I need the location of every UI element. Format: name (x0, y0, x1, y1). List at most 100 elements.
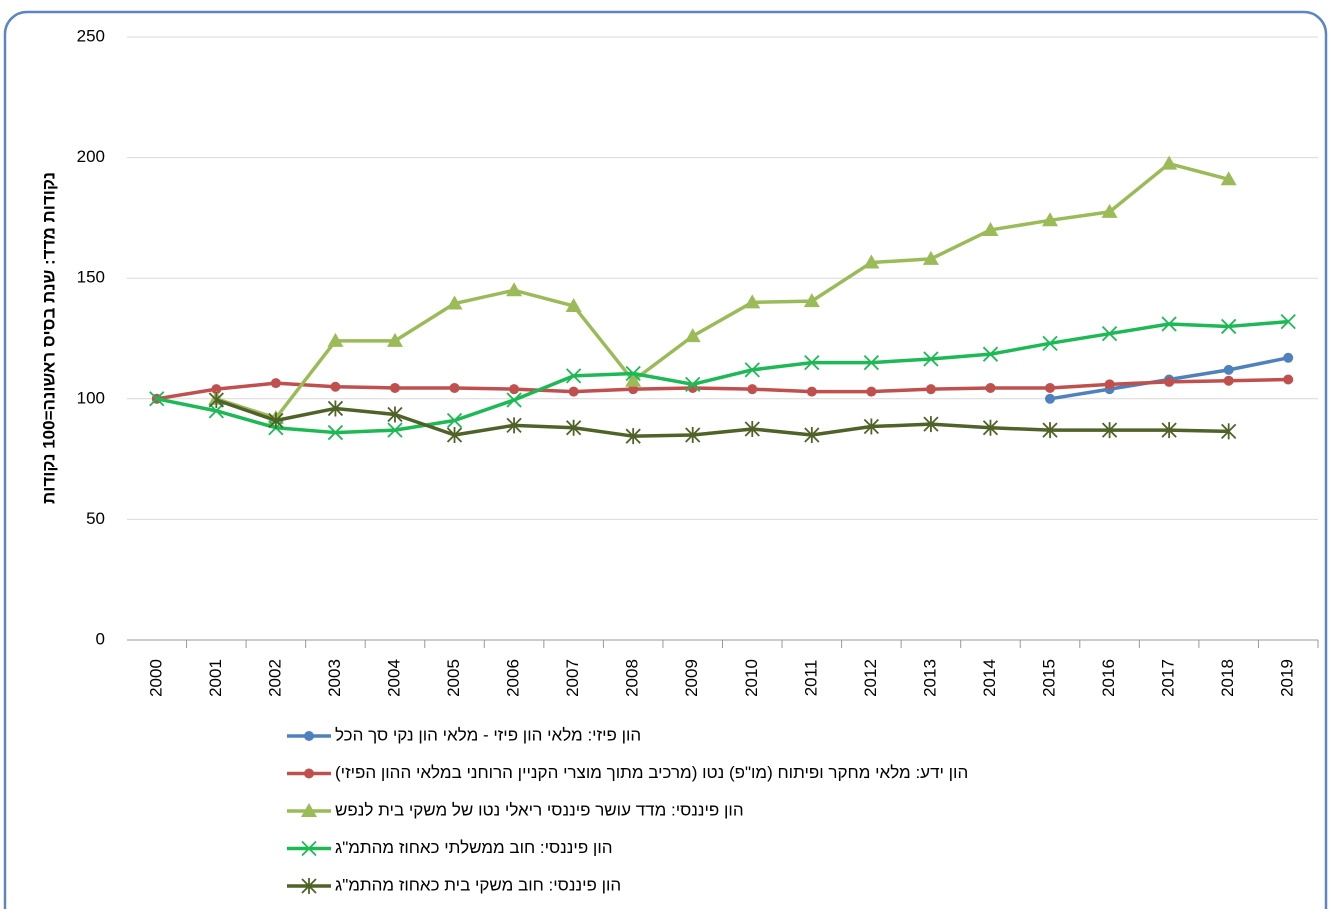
marker-circle (449, 382, 460, 393)
marker-circle (1164, 376, 1175, 387)
marker (1161, 422, 1177, 439)
x-tick-label: 2011 (801, 660, 820, 697)
marker (1042, 335, 1058, 351)
y-axis-label: נקודות מדד: שנת בסיס ראשונה=100 נקודות (39, 172, 58, 504)
marker (327, 424, 344, 441)
x-tick-label: 2002 (265, 659, 284, 697)
marker (744, 420, 760, 437)
marker (565, 297, 582, 312)
marker (625, 372, 642, 387)
marker (804, 354, 820, 371)
marker (684, 328, 701, 343)
marker (304, 768, 314, 779)
marker-x (1221, 423, 1237, 440)
marker (304, 731, 314, 741)
marker (982, 419, 999, 436)
marker-circle (389, 382, 400, 393)
marker-x (1161, 316, 1177, 332)
marker (1164, 376, 1175, 387)
marker (1221, 318, 1237, 335)
marker (685, 376, 701, 392)
marker-circle (1045, 393, 1056, 404)
marker-x (1042, 335, 1058, 351)
marker-triangle (1101, 203, 1118, 218)
x-tick-label: 2000 (146, 659, 165, 697)
marker (923, 351, 939, 367)
marker-x (268, 412, 284, 429)
marker-x (1161, 422, 1177, 439)
marker (806, 386, 817, 397)
marker-circle (568, 386, 579, 397)
marker-x (565, 419, 582, 436)
marker (506, 282, 523, 297)
marker-triangle (386, 332, 403, 347)
marker (301, 878, 317, 894)
marker-circle (304, 768, 314, 779)
marker (506, 417, 522, 434)
marker (1283, 352, 1294, 363)
marker-x (744, 362, 760, 378)
marker-x (301, 878, 317, 894)
marker-x (446, 426, 463, 443)
marker (268, 412, 284, 429)
marker (982, 346, 999, 362)
marker (446, 426, 463, 443)
marker (747, 384, 758, 395)
series-line (156, 377, 1289, 401)
marker-circle (270, 378, 281, 389)
marker-circle (330, 381, 341, 392)
series-line (215, 161, 1230, 420)
marker (211, 384, 222, 395)
marker-x (625, 428, 641, 445)
marker-x (506, 417, 522, 434)
marker-circle (1223, 364, 1234, 375)
marker (389, 382, 400, 393)
marker (863, 418, 880, 435)
marker (1223, 375, 1234, 386)
marker-circle (985, 382, 996, 393)
marker-triangle (327, 332, 344, 347)
marker (625, 365, 641, 382)
marker-x (506, 392, 522, 408)
marker-x (1042, 422, 1058, 439)
marker (449, 382, 460, 393)
marker (1161, 155, 1178, 170)
marker-x (625, 365, 641, 382)
marker-triangle (1220, 171, 1237, 186)
x-tick-label: 2006 (504, 659, 523, 697)
marker-circle (1283, 374, 1294, 385)
marker-x (1101, 326, 1118, 342)
marker (327, 400, 344, 417)
marker-triangle (1042, 212, 1059, 227)
legend-label: הון פיננסי: מדד עושר פיננסי ריאלי נטו של… (335, 800, 744, 819)
marker (1042, 422, 1058, 439)
marker (866, 386, 877, 397)
marker (506, 392, 522, 408)
marker-x (804, 426, 820, 443)
marker (568, 386, 579, 397)
marker (565, 419, 582, 436)
x-tick-label: 2018 (1218, 659, 1237, 697)
marker (1221, 423, 1237, 440)
marker-circle (866, 386, 877, 397)
marker-circle (304, 731, 314, 741)
marker (208, 392, 224, 409)
marker (387, 406, 403, 423)
marker (327, 332, 344, 347)
marker-circle (925, 384, 936, 395)
marker-triangle (1161, 155, 1178, 170)
marker-x (923, 351, 939, 367)
marker (1101, 422, 1118, 439)
x-tick-label: 2016 (1099, 659, 1118, 697)
marker-triangle (301, 803, 317, 817)
marker (1045, 393, 1056, 404)
marker (685, 426, 701, 443)
marker-x (685, 426, 701, 443)
legend-label: הון פיננסי: חוב ממשלתי כאחוז מהתמ"ג (335, 838, 613, 857)
marker-x (804, 354, 820, 371)
marker (1104, 379, 1115, 390)
marker-circle (1045, 382, 1056, 393)
marker (1280, 313, 1296, 330)
marker-circle (1104, 379, 1115, 390)
